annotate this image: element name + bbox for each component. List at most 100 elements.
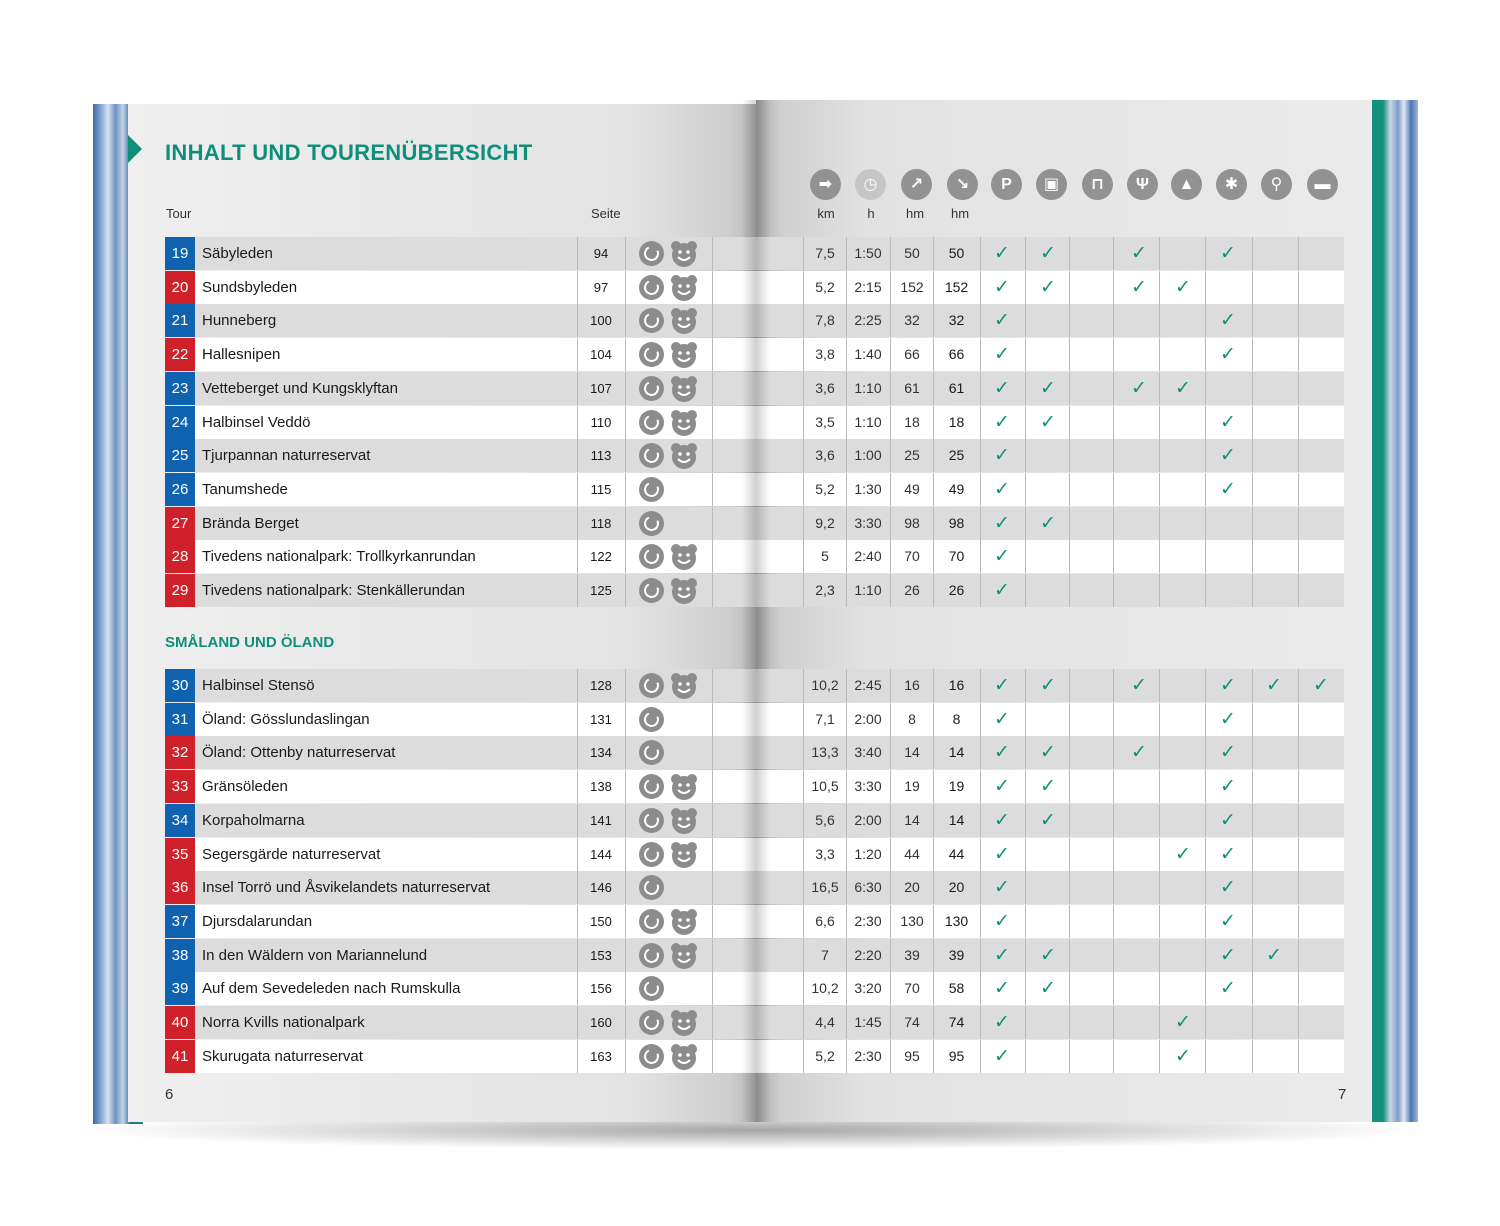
column-divider — [712, 669, 713, 702]
ascent-hm: 26 — [904, 582, 920, 598]
check-icon: ✓ — [1040, 675, 1056, 696]
column-divider — [625, 540, 626, 574]
tour-number-badge: 27 — [165, 506, 195, 540]
table-row[interactable]: 23 Vetteberget und Kungsklyftan 107 3,6 1:10… — [165, 371, 1344, 405]
column-divider — [1069, 938, 1070, 972]
ascent-hm: 14 — [904, 811, 920, 828]
table-row[interactable]: 37 Djursdalarundan 150 6,6 2:30 130 130 ✓ ✓ — [165, 904, 1344, 938]
column-divider — [803, 938, 804, 972]
column-divider — [803, 237, 804, 270]
tour-name: Gränsöleden — [202, 778, 288, 796]
descent-hm: 98 — [948, 514, 965, 531]
tour-name: Hallesnipen — [202, 346, 281, 364]
column-divider — [803, 837, 804, 871]
distance-km: 10,2 — [811, 677, 839, 693]
tour-number-badge: 24 — [165, 405, 195, 439]
column-divider — [1298, 270, 1299, 304]
tour-number-badge: 29 — [165, 574, 195, 607]
table-row[interactable]: 31 Öland: Gösslundaslingan 131 7,1 2:00 8 8 ✓ ✓ — [165, 702, 1344, 736]
table-row[interactable]: 26 Tanumshede 115 5,2 1:30 49 49 ✓ ✓ — [165, 472, 1344, 506]
column-divider — [846, 1039, 847, 1073]
column-divider — [933, 736, 934, 770]
table-row[interactable]: 27 Brända Berget 118 9,2 3:30 98 98 ✓ ✓ — [165, 506, 1344, 540]
table-row[interactable]: 40 Norra Kvills nationalpark 160 4,4 1:45 74 7… — [165, 1006, 1344, 1039]
tour-name: Säbyleden — [202, 245, 273, 262]
tour-name: Skurugata naturreservat — [202, 1047, 363, 1065]
table-row[interactable]: 24 Halbinsel Veddö 110 3,5 1:10 18 18 ✓ ✓ ✓ — [165, 405, 1344, 439]
column-divider — [1252, 405, 1253, 439]
column-divider — [1298, 304, 1299, 338]
table-row[interactable]: 20 Sundsbyleden 97 5,2 2:15 152 152 ✓ ✓ ✓ ✓ — [165, 270, 1344, 304]
table-row[interactable]: 38 In den Wäldern von Mariannelund 153 7 2:2… — [165, 938, 1344, 972]
unit-label: km — [817, 206, 835, 221]
column-divider — [980, 702, 981, 736]
section-heading: SMÅLAND UND ÖLAND — [165, 634, 335, 651]
table-row[interactable]: 41 Skurugata naturreservat 163 5,2 2:30 95 95 ✓… — [165, 1039, 1344, 1073]
column-divider — [1205, 669, 1206, 702]
column-divider — [1205, 270, 1206, 304]
table-row[interactable]: 33 Gränsöleden 138 10,5 3:30 19 19 ✓ ✓ ✓ — [165, 770, 1344, 804]
tour-name: Tanumshede — [202, 480, 288, 498]
column-divider — [1252, 506, 1253, 540]
descent-hm: 49 — [948, 480, 965, 497]
column-divider — [1025, 803, 1026, 837]
column-divider — [890, 669, 891, 702]
table-row[interactable]: 36 Insel Torrö und Åsvikelandets naturres… — [165, 871, 1344, 905]
duration-h: 3:40 — [854, 744, 882, 761]
check-icon: ✓ — [1040, 411, 1056, 433]
column-divider — [846, 371, 847, 405]
table-row[interactable]: 25 Tjurpannan naturreservat 113 3,6 1:00 25 25… — [165, 439, 1344, 473]
descent-hm: 44 — [948, 845, 965, 862]
table-row[interactable]: 32 Öland: Ottenby naturreservat 134 13,3 3:4… — [165, 736, 1344, 770]
table-row[interactable]: 29 Tivedens nationalpark: Stenkällerundan… — [165, 574, 1344, 607]
column-divider — [846, 770, 847, 804]
check-icon: ✓ — [1131, 276, 1147, 298]
column-divider — [1069, 472, 1070, 506]
table-row[interactable]: 22 Hallesnipen 104 3,8 1:40 66 66 ✓ ✓ — [165, 338, 1344, 372]
table-row[interactable]: 19 Säbyleden 94 7,5 1:50 50 50 ✓ ✓ ✓ ✓ — [165, 237, 1344, 270]
tour-number-badge: 39 — [165, 972, 195, 1006]
column-divider — [846, 439, 847, 473]
column-divider — [1205, 736, 1206, 770]
table-row[interactable]: 39 Auf dem Sevedeleden nach Rumskulla 156 1… — [165, 972, 1344, 1006]
column-divider — [577, 1039, 578, 1073]
column-divider — [890, 904, 891, 938]
ascent-hm: 95 — [904, 1047, 920, 1064]
column-divider — [577, 803, 578, 837]
column-divider — [846, 405, 847, 439]
page-ref: 163 — [590, 1048, 612, 1064]
table-row[interactable]: 28 Tivedens nationalpark: Trollkyrkanrund… — [165, 540, 1344, 574]
column-divider — [577, 837, 578, 871]
check-icon: ✓ — [994, 344, 1010, 366]
ascent-hm: 32 — [904, 312, 920, 329]
ascent-hm: 25 — [904, 447, 920, 464]
descent-hm: 14 — [948, 744, 965, 761]
column-divider — [890, 736, 891, 770]
route-type-icon — [639, 706, 664, 732]
table-row[interactable]: 30 Halbinsel Stensö 128 10,2 2:45 16 16 ✓ ✓ ✓ ✓ ✓ ✓ — [165, 669, 1344, 702]
column-divider — [1205, 803, 1206, 837]
table-row[interactable]: 34 Korpaholmarna 141 5,6 2:00 14 14 ✓ ✓ ✓ — [165, 803, 1344, 837]
column-divider — [890, 237, 891, 270]
column-divider — [1298, 904, 1299, 938]
column-divider — [980, 1006, 981, 1039]
check-icon: ✓ — [1040, 512, 1056, 534]
kid-friendly-icon — [670, 807, 698, 834]
column-divider — [890, 1006, 891, 1039]
tour-number-badge: 30 — [165, 669, 195, 702]
duration-h: 1:10 — [854, 379, 882, 396]
table-row[interactable]: 21 Hunneberg 100 7,8 2:25 32 32 ✓ ✓ — [165, 304, 1344, 338]
column-divider — [1298, 837, 1299, 871]
column-divider — [1159, 338, 1160, 372]
column-divider — [625, 1039, 626, 1073]
column-divider — [1252, 770, 1253, 804]
column-divider — [803, 270, 804, 304]
table-row[interactable]: 35 Segersgärde naturreservat 144 3,3 1:20 44 4… — [165, 837, 1344, 871]
column-divider — [890, 837, 891, 871]
route-type-icon — [639, 942, 664, 968]
column-divider — [577, 405, 578, 439]
distance-km: 6,6 — [815, 912, 835, 929]
column-divider — [846, 837, 847, 871]
column-divider — [890, 439, 891, 473]
column-divider — [933, 574, 934, 607]
